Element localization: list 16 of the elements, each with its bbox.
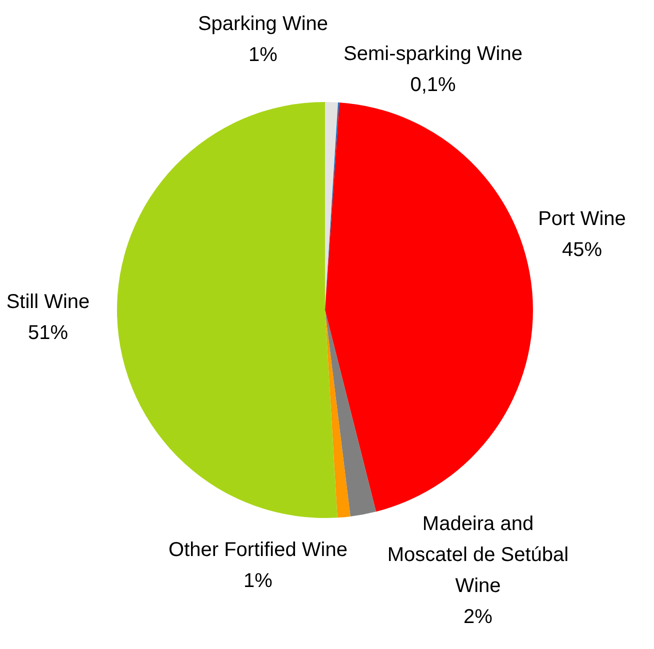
pie-slice (325, 102, 533, 512)
data-label: 1% (244, 570, 273, 592)
data-label: 2% (464, 606, 493, 628)
slice-label: Madeira and Moscatel de Setúbal Wine (387, 513, 569, 597)
pie-slice (325, 310, 376, 516)
slice-label: Still Wine (6, 291, 90, 313)
data-label: 0,1% (410, 74, 456, 96)
slice-label: Port Wine (538, 208, 626, 230)
pie-slice (117, 102, 338, 518)
slice-label: Semi-sparking Wine (344, 43, 522, 65)
slice-label: Sparking Wine (198, 13, 328, 35)
data-label: 1% (248, 44, 278, 66)
data-label: 45% (562, 239, 602, 261)
slice-label: Other Fortified Wine (168, 539, 348, 561)
data-label: 51% (28, 322, 68, 344)
pie-slice (325, 310, 350, 518)
